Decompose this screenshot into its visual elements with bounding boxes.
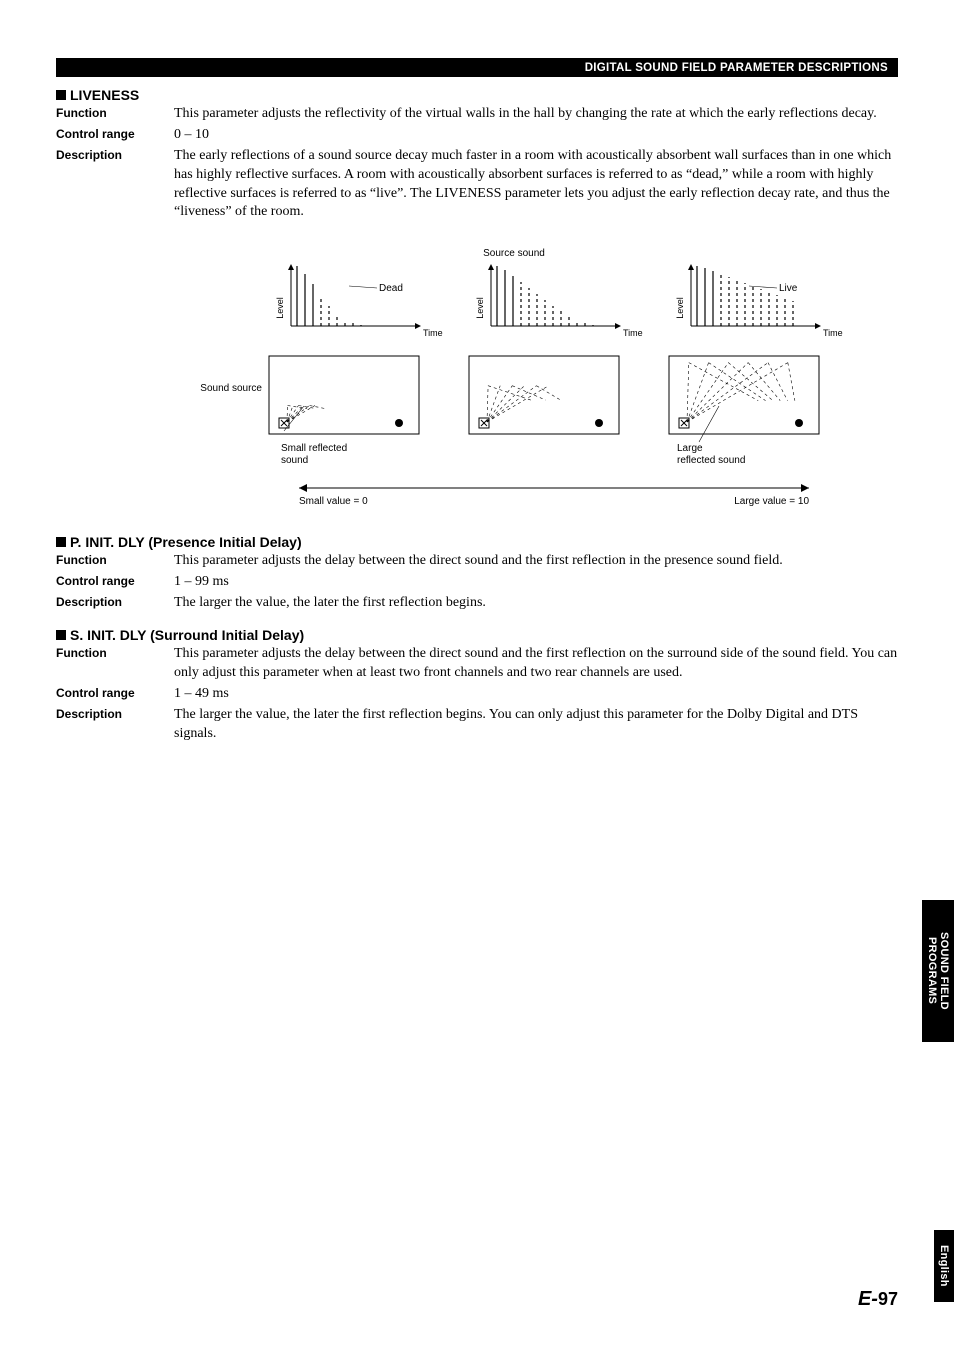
header-title: DIGITAL SOUND FIELD PARAMETER DESCRIPTIO… [585, 62, 888, 74]
table-row: FunctionThis parameter adjusts the refle… [56, 105, 898, 126]
svg-text:Large value = 10: Large value = 10 [734, 496, 809, 507]
param-value: This parameter adjusts the delay between… [174, 552, 898, 573]
param-label: Control range [56, 126, 174, 147]
param-label: Function [56, 105, 174, 126]
svg-text:Source sound: Source sound [483, 248, 545, 259]
param-value: 1 – 49 ms [174, 685, 898, 706]
section-name: P. INIT. DLY (Presence Initial Delay) [70, 534, 302, 550]
tab-label: English [934, 1230, 954, 1302]
table-row: DescriptionThe larger the value, the lat… [56, 706, 898, 746]
section-name: LIVENESS [70, 87, 139, 103]
page-prefix: E- [858, 1288, 878, 1310]
side-tab-soundfield: SOUND FIELDPROGRAMS [922, 900, 954, 1042]
svg-text:Small reflected: Small reflected [281, 443, 347, 454]
bullet-icon [56, 537, 66, 547]
svg-text:Time: Time [823, 328, 843, 338]
page-num: 97 [878, 1289, 898, 1309]
svg-text:sound: sound [281, 455, 308, 466]
param-value: 0 – 10 [174, 126, 898, 147]
table-row: DescriptionThe larger the value, the lat… [56, 594, 898, 615]
param-label: Description [56, 706, 174, 746]
svg-text:Live: Live [779, 283, 798, 294]
svg-text:Time: Time [423, 328, 443, 338]
table-row: DescriptionThe early reflections of a so… [56, 147, 898, 225]
tab-label: SOUND FIELDPROGRAMS [922, 900, 954, 1042]
svg-text:reflected sound: reflected sound [677, 455, 745, 466]
table-row: FunctionThis parameter adjusts the delay… [56, 552, 898, 573]
svg-text:Time: Time [623, 328, 643, 338]
svg-text:Sound source: Sound source [200, 383, 262, 394]
param-label: Description [56, 594, 174, 615]
table-row: Control range0 – 10 [56, 126, 898, 147]
page-number: E-97 [858, 1288, 898, 1311]
param-label: Function [56, 552, 174, 573]
svg-text:Level: Level [275, 298, 285, 320]
param-table: FunctionThis parameter adjusts the delay… [56, 645, 898, 745]
param-value: 1 – 99 ms [174, 573, 898, 594]
svg-text:Level: Level [475, 298, 485, 320]
param-label: Control range [56, 573, 174, 594]
param-value: This parameter adjusts the delay between… [174, 645, 898, 685]
param-table: FunctionThis parameter adjusts the delay… [56, 552, 898, 615]
table-row: FunctionThis parameter adjusts the delay… [56, 645, 898, 685]
header-bar: DIGITAL SOUND FIELD PARAMETER DESCRIPTIO… [56, 58, 898, 77]
param-table: FunctionThis parameter adjusts the refle… [56, 105, 898, 224]
bullet-icon [56, 90, 66, 100]
side-tab-english: English [934, 1230, 954, 1302]
section-name: S. INIT. DLY (Surround Initial Delay) [70, 627, 304, 643]
param-value: The larger the value, the later the firs… [174, 706, 898, 746]
bullet-icon [56, 630, 66, 640]
table-row: Control range1 – 99 ms [56, 573, 898, 594]
param-value: The early reflections of a sound source … [174, 147, 898, 225]
liveness-diagram: Source sound Level Time Dead Level Time Level T… [174, 246, 854, 516]
table-row: Control range1 – 49 ms [56, 685, 898, 706]
page: DIGITAL SOUND FIELD PARAMETER DESCRIPTIO… [0, 0, 954, 1351]
param-value: This parameter adjusts the reflectivity … [174, 105, 898, 126]
param-label: Control range [56, 685, 174, 706]
param-value: The larger the value, the later the firs… [174, 594, 898, 615]
section-title-pinitdly: P. INIT. DLY (Presence Initial Delay) [56, 534, 898, 550]
param-label: Function [56, 645, 174, 685]
svg-text:Dead: Dead [379, 283, 403, 294]
section-title-liveness: LIVENESS [56, 87, 898, 103]
section-title-sinitdly: S. INIT. DLY (Surround Initial Delay) [56, 627, 898, 643]
svg-text:Small value = 0: Small value = 0 [299, 496, 368, 507]
param-label: Description [56, 147, 174, 225]
svg-text:Large: Large [677, 443, 703, 454]
svg-text:Level: Level [675, 298, 685, 320]
